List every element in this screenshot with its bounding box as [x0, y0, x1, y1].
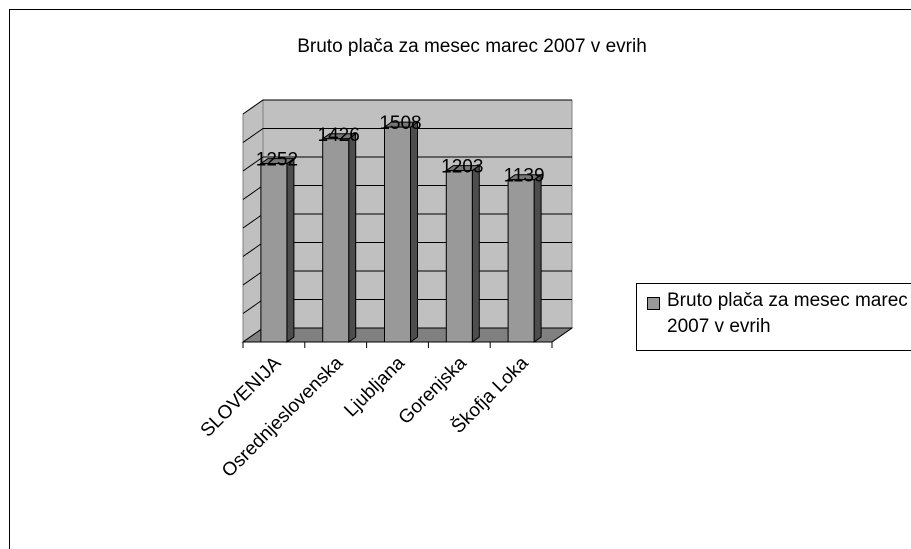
- legend: Bruto plača za mesec marec 2007 v evrih: [636, 283, 911, 351]
- bar-front: [445, 170, 473, 343]
- bar: [321, 132, 358, 343]
- bar-front: [384, 126, 411, 343]
- bar-front: [260, 163, 288, 343]
- data-label: 1508: [379, 113, 421, 134]
- x-axis-depth: [551, 327, 573, 343]
- bar-side: [348, 132, 357, 343]
- bar-side: [410, 121, 418, 343]
- chart-title: Bruto plača za mesec marec 2007 v evrih: [297, 36, 647, 57]
- bar-side: [533, 173, 542, 343]
- bar: [259, 157, 296, 343]
- legend-label: Bruto plača za mesec marec 2007 v evrih: [667, 290, 908, 337]
- data-label: 1252: [256, 150, 298, 171]
- data-label: 1203: [441, 157, 483, 178]
- grid-line: [242, 156, 572, 172]
- grid-line: [242, 128, 572, 143]
- bar: [382, 121, 420, 343]
- legend-swatch: [647, 297, 660, 310]
- bar-front: [507, 179, 535, 343]
- bar: [444, 164, 481, 343]
- bar-side: [471, 164, 480, 343]
- bar-front: [322, 138, 350, 343]
- bar: [506, 173, 543, 343]
- data-label: 1426: [318, 125, 360, 146]
- grid-line: [242, 99, 572, 115]
- data-label: 1139: [504, 166, 545, 187]
- bar-side: [286, 157, 295, 343]
